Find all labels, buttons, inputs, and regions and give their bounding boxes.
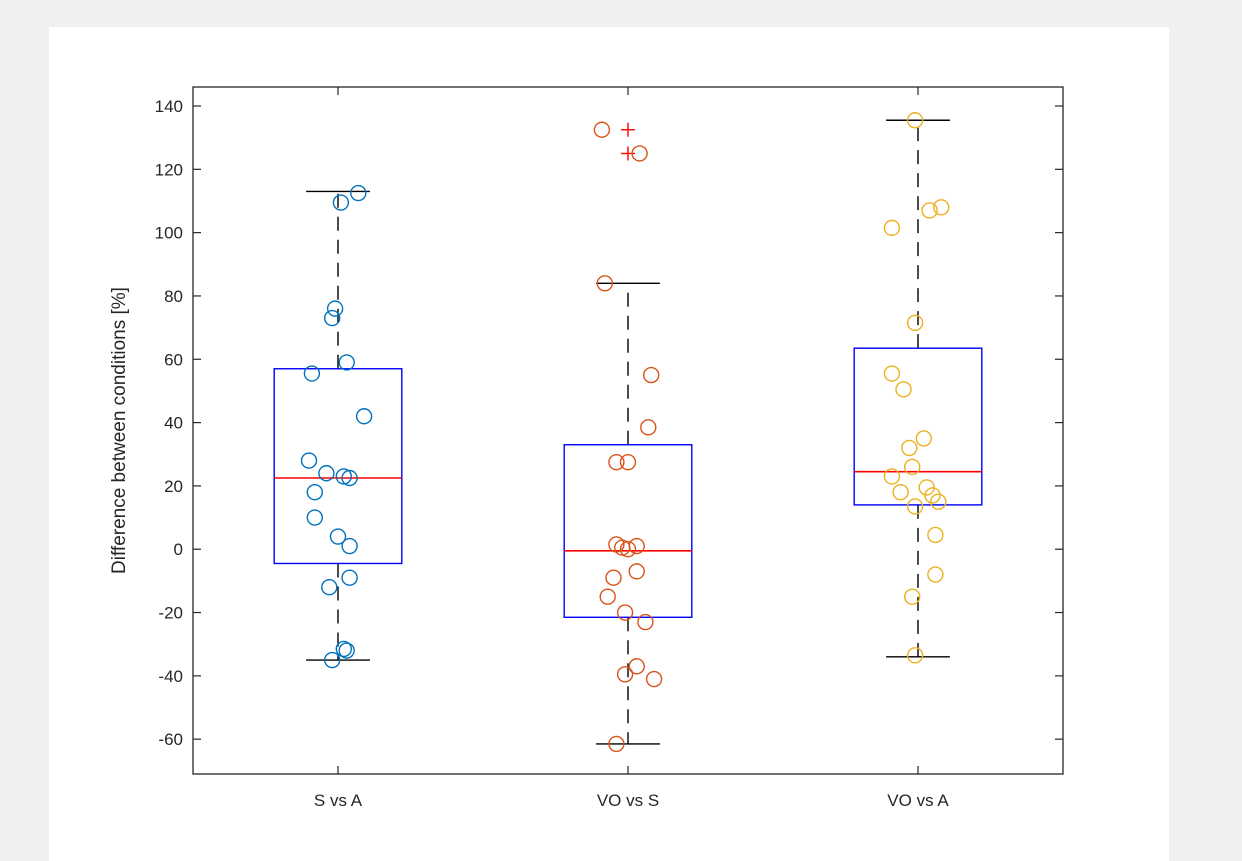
data-point (895, 381, 912, 398)
y-tick-label: 80 (164, 287, 183, 306)
x-tick-label: S vs A (314, 791, 363, 810)
points-layer (300, 112, 950, 753)
data-point (933, 199, 950, 216)
data-point (930, 493, 947, 510)
data-point (321, 579, 338, 596)
data-point (619, 541, 637, 558)
x-tick-label: VO vs S (597, 791, 659, 810)
data-point (640, 419, 657, 436)
iqr-box (853, 347, 983, 506)
data-point (883, 468, 901, 485)
data-point (318, 465, 335, 482)
axes-layer: -60 -40 -20 0 20 40 60 80 100 120 140 S vs A VO vs S… (155, 86, 1064, 810)
data-point (355, 408, 373, 425)
data-point (616, 604, 634, 621)
y-tick-label: 120 (155, 160, 183, 179)
y-tick-label: 20 (164, 477, 183, 496)
data-point (915, 430, 932, 447)
y-tick-label: -60 (158, 730, 183, 749)
y-tick-label: 0 (174, 540, 183, 559)
data-point (335, 640, 352, 658)
data-point (643, 366, 660, 384)
data-point (924, 487, 941, 504)
data-point (904, 458, 921, 476)
data-point (326, 300, 344, 317)
data-point (619, 453, 637, 471)
data-point (883, 219, 901, 237)
data-point (324, 309, 341, 327)
data-point (628, 563, 645, 580)
data-point (901, 439, 918, 457)
data-point (341, 469, 358, 487)
data-point (303, 365, 321, 382)
data-point (927, 566, 944, 583)
data-point (906, 314, 924, 332)
data-point (637, 613, 654, 631)
data-point (608, 735, 625, 753)
data-point (593, 121, 611, 138)
data-point (338, 354, 355, 371)
data-point (341, 569, 358, 586)
data-point (341, 537, 358, 555)
data-point (338, 642, 355, 659)
data-point (306, 509, 323, 526)
data-point (605, 569, 622, 586)
data-point (300, 452, 318, 469)
data-point (596, 275, 613, 292)
data-point (335, 468, 352, 485)
data-point (906, 498, 924, 515)
data-point (628, 537, 645, 555)
y-tick-label: 40 (164, 414, 183, 433)
data-point (324, 651, 341, 669)
data-point (906, 647, 924, 664)
data-point (350, 184, 367, 202)
data-point (921, 202, 938, 219)
data-point (332, 194, 350, 211)
data-point (599, 588, 616, 605)
data-point (616, 666, 634, 683)
y-tick-label: -20 (158, 604, 183, 623)
data-point (906, 112, 924, 129)
data-point (306, 484, 323, 501)
data-point (883, 365, 901, 382)
iqr-box (273, 368, 403, 565)
y-tick-label: -40 (158, 667, 183, 686)
y-axis-label: Difference between conditions [%] (109, 287, 130, 574)
boxes-layer (273, 119, 983, 745)
iqr-box (563, 444, 693, 618)
data-point (645, 670, 663, 688)
data-point (892, 484, 909, 501)
data-point (631, 145, 648, 162)
data-point (628, 658, 645, 675)
data-point (329, 528, 347, 545)
x-tick-label: VO vs A (887, 791, 949, 810)
data-point (904, 588, 921, 605)
y-tick-label: 100 (155, 224, 183, 243)
data-point (608, 453, 625, 471)
data-point (927, 526, 944, 544)
y-tick-label: 140 (155, 97, 183, 116)
y-tick-label: 60 (164, 350, 183, 369)
